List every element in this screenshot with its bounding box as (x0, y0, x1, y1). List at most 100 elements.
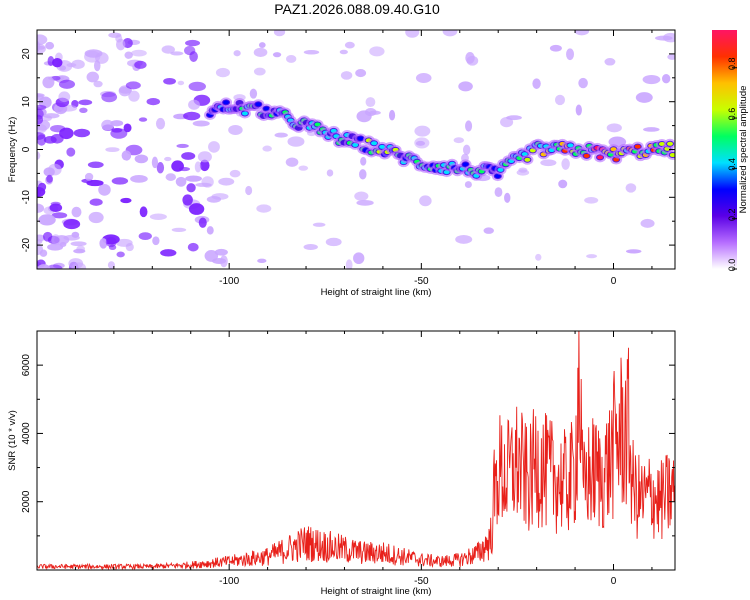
heatmap-cell (177, 80, 185, 86)
heatmap-cell (255, 102, 262, 107)
heatmap-cell (130, 49, 147, 57)
heatmap-cell (483, 227, 494, 234)
heatmap-cell (286, 55, 297, 63)
heatmap-cell (195, 182, 212, 187)
heatmap-cell (138, 232, 152, 241)
heatmap-cell (635, 92, 653, 103)
heatmap-cell (43, 136, 57, 144)
heatmap-cell (414, 125, 431, 137)
x-axis-label: Height of straight line (km) (321, 586, 432, 597)
y-tick-label: 6000 (21, 354, 32, 377)
heatmap-cell (312, 222, 326, 227)
heatmap-cell (344, 41, 355, 49)
heatmap-cell (151, 156, 159, 169)
heatmap-cell (463, 144, 471, 156)
heatmap-cell (257, 258, 267, 264)
heatmap-cell (340, 71, 353, 80)
heatmap-cell (99, 238, 108, 249)
heatmap-cell (379, 144, 386, 149)
heatmap-cell (124, 51, 133, 59)
heatmap-cell (63, 218, 81, 230)
heatmap-cell (71, 59, 85, 69)
heatmap-cell (79, 107, 88, 113)
heatmap-cell (642, 74, 661, 85)
heatmap-cell (86, 179, 104, 187)
heatmap-cell (249, 88, 258, 99)
heatmap-cell (339, 49, 348, 55)
heatmap-cell (303, 243, 318, 250)
heatmap-cell (170, 51, 184, 56)
heatmap-cell (152, 236, 160, 246)
heatmap-cell (184, 45, 196, 56)
heatmap-cell (164, 156, 172, 162)
heatmap-cell (500, 117, 514, 128)
heatmap-cell (245, 185, 253, 196)
heatmap-cell (658, 141, 665, 146)
heatmap-cell (273, 30, 286, 37)
heatmap-cell (116, 38, 126, 51)
heatmap-cell (155, 117, 166, 130)
heatmap-cell (494, 187, 503, 197)
heatmap-cell (263, 106, 270, 111)
heatmap-cell (198, 217, 207, 228)
heatmap-cell (352, 142, 359, 147)
heatmap-cell (105, 236, 117, 248)
heatmap-cell (218, 177, 235, 186)
heatmap-cell (206, 196, 222, 203)
colorbar-gradient (712, 30, 737, 269)
heatmap-cell (38, 182, 47, 192)
heatmap-cell (405, 30, 420, 38)
x-axis-label: Height of straight line (km) (321, 287, 432, 298)
heatmap-cell (661, 74, 671, 84)
heatmap-cell (121, 150, 132, 161)
heatmap-cell (84, 172, 94, 181)
heatmap-cell (111, 177, 129, 185)
heatmap-cell (47, 243, 64, 251)
heatmap-cell (46, 174, 53, 183)
heatmap-cell (130, 175, 148, 183)
heatmap-cell (161, 45, 175, 54)
heatmap-cell (287, 136, 305, 147)
heatmap-cell (134, 154, 149, 164)
heatmap-cell (208, 141, 220, 153)
heatmap-cell (497, 167, 504, 172)
heatmap-cell (586, 254, 598, 259)
heatmap-cell (78, 99, 93, 106)
heatmap-cell (37, 34, 48, 45)
heatmap-cell (101, 119, 114, 131)
snr-series (37, 331, 675, 570)
heatmap-cell (442, 30, 458, 37)
heatmap-cell (187, 242, 199, 252)
heatmap-cell (575, 104, 582, 116)
heatmap-cell (66, 147, 76, 157)
heatmap-cell (228, 124, 243, 135)
heatmap-cell (43, 113, 60, 119)
heatmap-cell (357, 136, 364, 141)
heatmap-cell (188, 99, 200, 110)
heatmap-cell (110, 128, 128, 139)
heatmap-cell (663, 32, 675, 43)
heatmap-cell (51, 212, 68, 219)
y-tick-label: 2000 (21, 490, 32, 513)
y-tick-label: 20 (21, 48, 32, 60)
heatmap-cell (165, 173, 177, 181)
heatmap-cell (354, 191, 369, 201)
heatmap-cell (175, 176, 187, 187)
heatmap-cell (212, 258, 227, 265)
heatmap-cell (356, 110, 372, 123)
heatmap-cell (160, 249, 177, 257)
x-tick-label: -50 (414, 276, 429, 287)
heatmap-cell (71, 231, 80, 238)
heatmap-cell (138, 117, 148, 122)
x-tick-label: -100 (219, 576, 239, 587)
heatmap-cell (51, 234, 61, 246)
heatmap-cell (215, 67, 230, 78)
heatmap-cell (356, 199, 374, 206)
heatmap-cell (504, 192, 511, 203)
heatmap-cell (388, 109, 396, 121)
heatmap-cells (37, 30, 675, 269)
y-tick-label: -20 (21, 237, 32, 252)
heatmap-cell (37, 94, 44, 100)
y-axis-label: Frequency (Hz) (7, 117, 18, 182)
heatmap-cell (597, 155, 604, 160)
